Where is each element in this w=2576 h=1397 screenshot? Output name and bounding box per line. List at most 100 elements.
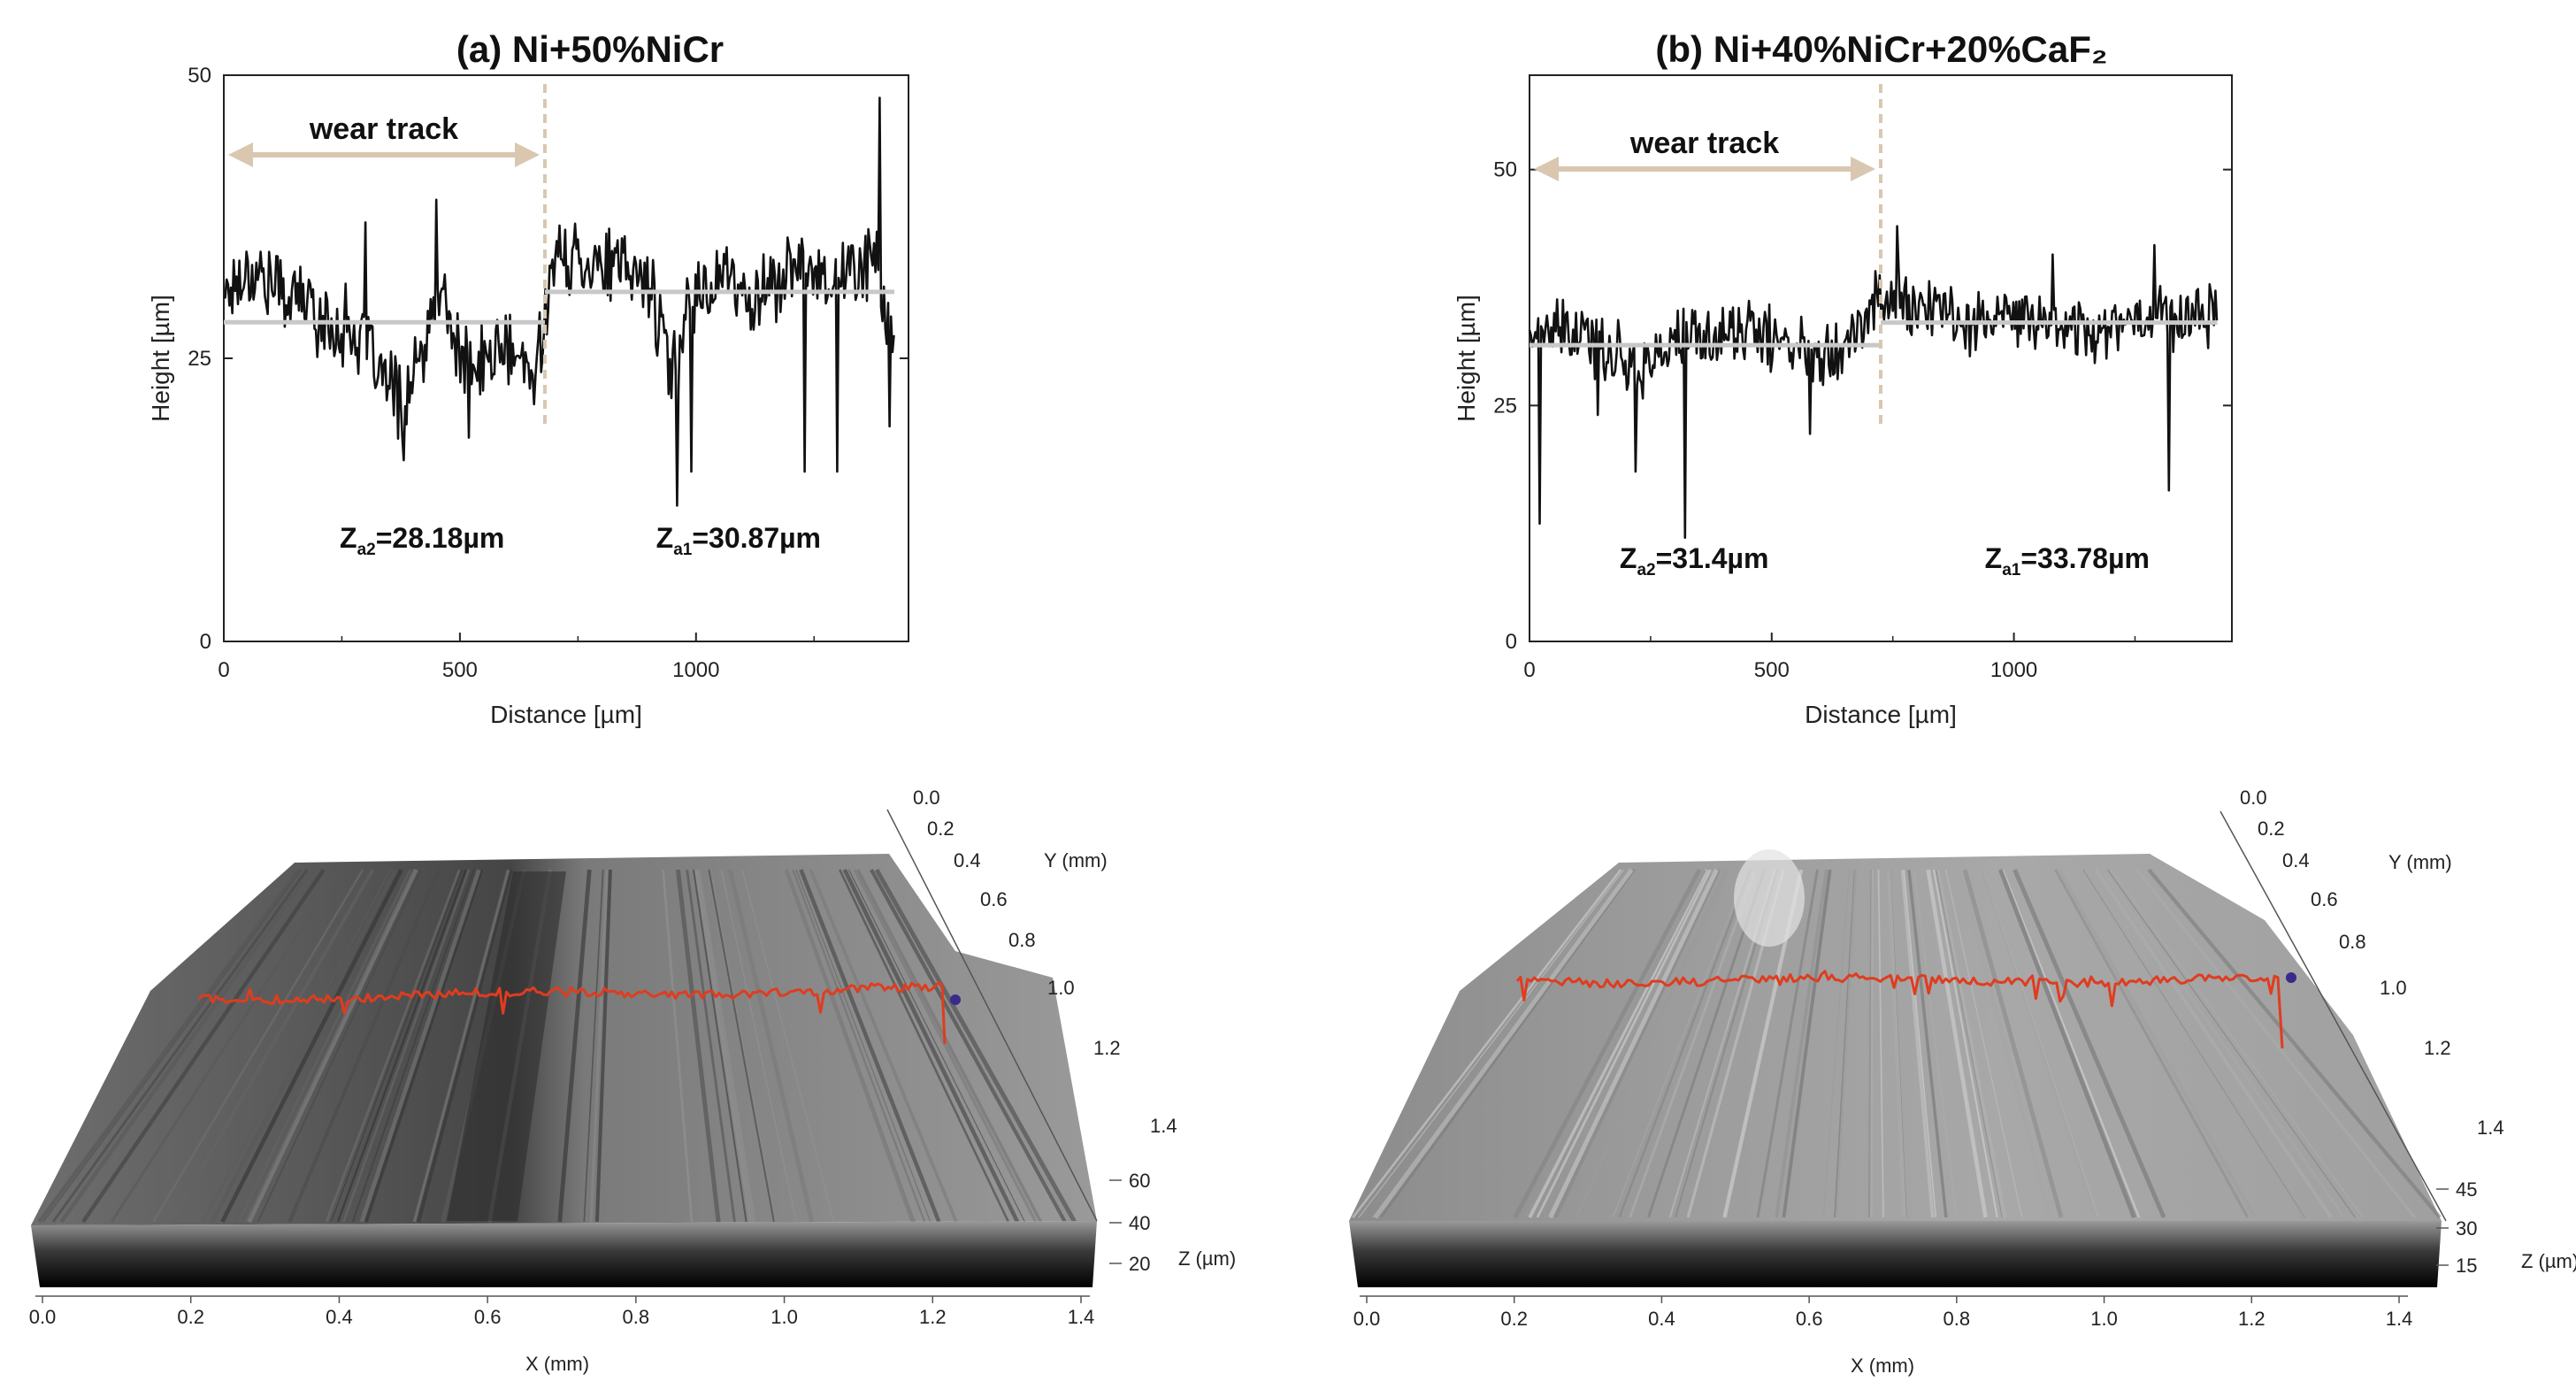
surface-groove xyxy=(1907,869,1948,1218)
x-tick-label: 1.0 xyxy=(2090,1308,2118,1330)
x-tick-label: 0 xyxy=(1523,658,1535,682)
surface-groove xyxy=(1870,869,1874,1218)
height-profile-line xyxy=(1528,225,2219,540)
surface-groove xyxy=(2082,869,2305,1218)
wear-track-arrow-head-left xyxy=(1534,157,1559,181)
z-tick-label: 60 xyxy=(1129,1170,1150,1192)
surface-texture xyxy=(37,868,1077,1224)
surface-groove xyxy=(557,869,592,1223)
y-tick-label: 0 xyxy=(200,630,211,654)
surface-groove xyxy=(784,869,915,1223)
surface-groove xyxy=(842,868,1020,1224)
surface-groove xyxy=(2094,868,2333,1219)
x-tick-label: 0.0 xyxy=(29,1306,57,1328)
surface-groove xyxy=(257,869,423,1223)
surface-groove xyxy=(874,868,1077,1224)
surface-groove xyxy=(1553,869,1721,1218)
annotation-value: =28.18µm xyxy=(376,522,505,554)
surface-groove xyxy=(288,869,441,1223)
surface-groove xyxy=(59,868,314,1224)
surface-groove xyxy=(152,869,364,1223)
surface-groove xyxy=(248,869,418,1223)
y-tick-label: 1.0 xyxy=(2380,977,2407,999)
height-profile-line xyxy=(223,96,895,507)
surface-groove xyxy=(325,869,461,1223)
surface-base xyxy=(1349,1221,2442,1287)
surface-groove xyxy=(1926,869,1988,1218)
y-tick-label: 0.8 xyxy=(1008,929,1036,951)
x-tick-label: 500 xyxy=(442,658,478,682)
y-tick-label: 1.0 xyxy=(1047,977,1075,999)
x-tick-label: 0.8 xyxy=(623,1306,650,1328)
surface-groove xyxy=(1358,869,1624,1218)
surface-groove xyxy=(727,869,815,1223)
y-tick-label: 0.4 xyxy=(954,849,981,871)
surface-groove xyxy=(741,869,835,1223)
x-axis-title: X (mm) xyxy=(525,1353,589,1375)
wear-track-arrow-head-right xyxy=(1851,157,1875,181)
surface-groove xyxy=(37,868,301,1224)
y-axis-title: Y (mm) xyxy=(1044,849,1108,871)
z-axis-title: Z (µm) xyxy=(1178,1247,1236,1270)
y-tick-label: 0.6 xyxy=(2311,888,2338,910)
surface-groove xyxy=(1782,869,1832,1218)
wear-track-label: wear track xyxy=(309,112,458,146)
surface-groove xyxy=(2107,869,2356,1218)
surface-profile-trace xyxy=(1515,970,2284,1049)
x-tick-label: 1000 xyxy=(672,658,719,682)
wear-track-arrow-head-left xyxy=(228,142,253,167)
surface-groove xyxy=(1536,869,1712,1218)
x-tick-label: 0.4 xyxy=(326,1306,353,1328)
annotation-symbol: Z xyxy=(340,522,357,554)
annotation-subscript: a1 xyxy=(673,541,693,559)
roughness-annotation: Za2=31.4µm xyxy=(1620,542,1769,580)
z-tick-label: 45 xyxy=(2456,1178,2477,1201)
y-tick-label: 0.2 xyxy=(2258,817,2285,840)
surface-groove xyxy=(1575,869,1731,1218)
x-axis-label: Distance [µm] xyxy=(490,701,642,728)
y-tick-label: 0.6 xyxy=(980,888,1008,910)
surface-groove xyxy=(695,869,756,1223)
y-axis-line xyxy=(2220,810,2447,1222)
profile-end-marker xyxy=(950,994,961,1005)
x-tick-label: 1.2 xyxy=(2238,1308,2266,1330)
x-tick-label: 1.4 xyxy=(2386,1308,2413,1330)
profile-end-marker xyxy=(2286,972,2296,983)
surface-groove xyxy=(110,869,341,1223)
surface-groove xyxy=(202,869,392,1223)
y-axis-label: Height [µm] xyxy=(147,295,174,422)
surface-groove xyxy=(169,869,375,1223)
surface-groove xyxy=(1957,869,2052,1218)
z-tick-label: 40 xyxy=(1129,1212,1150,1234)
chart-title: (a) Ni+50%NiCr xyxy=(456,28,724,70)
surface-groove xyxy=(351,869,475,1223)
chart-title: (b) Ni+40%NiCr+20%CaF₂ xyxy=(1655,28,2107,70)
surface-groove xyxy=(1373,868,1634,1219)
surface-groove xyxy=(1548,868,1719,1219)
surface-groove xyxy=(1380,869,1636,1218)
x-tick-label: 0.2 xyxy=(1500,1308,1528,1330)
surface-groove xyxy=(416,869,513,1223)
annotation-value: =30.87µm xyxy=(692,522,821,554)
surface-groove xyxy=(1528,869,1709,1218)
surface-groove xyxy=(853,869,1038,1223)
surface-groove xyxy=(792,869,926,1223)
surface-groove xyxy=(589,869,609,1223)
annotation-symbol: Z xyxy=(1620,542,1637,574)
surface-groove xyxy=(1935,869,2007,1218)
roughness-annotation: Za1=30.87µm xyxy=(656,522,821,559)
surface-groove xyxy=(1997,869,2136,1218)
surface-groove xyxy=(359,869,481,1223)
z-axis-title: Z (µm) xyxy=(2521,1250,2576,1272)
y-tick-label: 1.2 xyxy=(2424,1037,2451,1059)
x-tick-label: 1.0 xyxy=(770,1306,798,1328)
surface-groove xyxy=(1834,869,1856,1218)
x-tick-label: 1000 xyxy=(1990,658,2037,682)
surface-groove xyxy=(594,869,612,1223)
surface-groove xyxy=(1877,869,1884,1218)
y-tick-label: 1.4 xyxy=(2477,1117,2504,1139)
wear-track-label: wear track xyxy=(1629,127,1779,160)
surface-profile-trace xyxy=(197,980,947,1045)
x-tick-label: 1.4 xyxy=(1068,1306,1095,1328)
y-tick-label: 0.4 xyxy=(2282,849,2310,871)
